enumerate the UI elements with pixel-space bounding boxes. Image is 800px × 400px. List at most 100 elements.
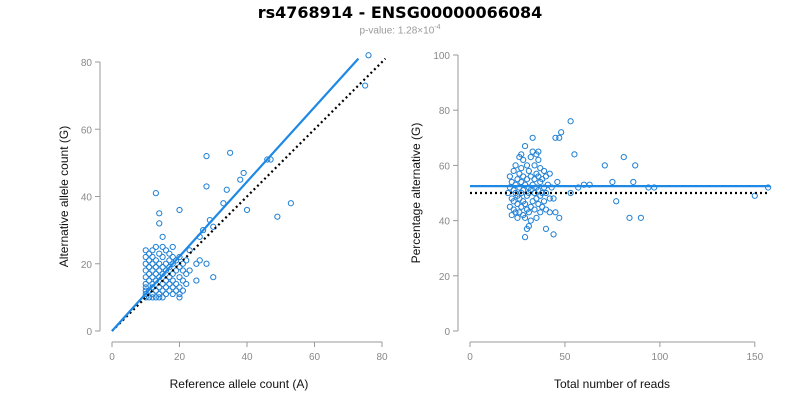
data-point xyxy=(169,277,176,284)
data-point xyxy=(601,162,608,169)
data-point xyxy=(146,264,153,271)
data-point xyxy=(146,257,153,264)
y-tick-label: 80 xyxy=(81,58,93,69)
data-point xyxy=(142,247,149,254)
data-point xyxy=(183,280,190,288)
x-axis-label: Total number of reads xyxy=(554,377,670,391)
percentage-alternative-scatter: 0 20 40 60 80 100 0 50 100 150 Total number of rea… xyxy=(409,51,772,391)
data-point xyxy=(142,284,149,291)
x-tick-label: 150 xyxy=(746,352,763,363)
data-point xyxy=(169,243,176,251)
data-point xyxy=(626,214,633,221)
data-point xyxy=(176,253,183,261)
data-point xyxy=(518,165,525,172)
data-point xyxy=(546,209,553,216)
data-point xyxy=(149,267,156,274)
data-point xyxy=(159,243,166,251)
data-point xyxy=(556,214,563,221)
y-axis-label: Alternative allele count (G) xyxy=(57,126,71,267)
data-point xyxy=(546,195,553,202)
y-tick-label: 80 xyxy=(439,106,451,117)
data-point xyxy=(556,134,563,141)
data-point xyxy=(552,209,559,216)
data-point xyxy=(510,167,517,175)
x-axis-label: Reference allele count (A) xyxy=(170,377,309,391)
data-point xyxy=(620,154,627,161)
y-tick-label: 100 xyxy=(433,51,450,62)
data-point xyxy=(521,142,529,150)
data-point xyxy=(609,178,616,186)
data-point xyxy=(542,225,550,232)
data-point xyxy=(186,267,193,274)
data-point xyxy=(142,274,149,281)
data-point xyxy=(176,294,183,301)
data-point xyxy=(156,220,163,227)
data-point xyxy=(274,213,281,220)
data-point xyxy=(193,277,200,284)
data-point xyxy=(567,189,574,197)
data-point xyxy=(514,214,521,221)
data-point xyxy=(162,247,170,254)
y-tick-label: 20 xyxy=(439,272,451,283)
data-point xyxy=(203,153,210,160)
data-point xyxy=(169,253,176,261)
allele-count-scatter: 0 20 40 60 80 0 20 40 60 80 Reference allele count… xyxy=(57,52,388,391)
data-point xyxy=(571,151,578,158)
data-point xyxy=(156,290,163,298)
data-point xyxy=(520,187,527,194)
data-point xyxy=(751,192,758,199)
data-point xyxy=(512,209,519,216)
data-point xyxy=(179,277,186,284)
data-point xyxy=(149,294,156,301)
data-point xyxy=(237,176,244,183)
data-point xyxy=(152,294,159,301)
data-point xyxy=(146,277,153,284)
data-point xyxy=(527,154,534,161)
data-point xyxy=(365,52,372,59)
data-point xyxy=(173,280,180,288)
data-point xyxy=(162,284,170,291)
data-point xyxy=(159,294,166,301)
data-point xyxy=(523,162,531,169)
data-point xyxy=(558,129,565,136)
data-point xyxy=(542,189,550,197)
data-point xyxy=(200,227,207,234)
data-point xyxy=(554,178,561,186)
data-point xyxy=(521,234,529,241)
data-point xyxy=(159,233,166,240)
data-point xyxy=(196,257,203,264)
data-point xyxy=(535,148,542,155)
data-point xyxy=(548,184,555,191)
data-point xyxy=(159,264,166,271)
data-point xyxy=(651,184,658,191)
y-tick-label: 60 xyxy=(81,125,93,136)
data-point xyxy=(179,267,186,274)
data-point xyxy=(203,260,210,267)
data-point xyxy=(149,260,156,267)
y-tick-label: 0 xyxy=(444,327,450,338)
data-point xyxy=(152,190,159,197)
data-point xyxy=(166,264,173,271)
data-point xyxy=(540,198,548,205)
data-point xyxy=(162,290,170,298)
data-point xyxy=(169,290,176,298)
y-axis-label: Percentage alternative (G) xyxy=(409,123,423,264)
data-point xyxy=(506,173,513,180)
data-point xyxy=(632,162,639,169)
data-point xyxy=(362,82,369,89)
data-point xyxy=(173,287,180,294)
data-point xyxy=(220,200,227,207)
data-point xyxy=(521,214,529,221)
data-point xyxy=(166,280,173,288)
data-point xyxy=(537,209,544,216)
y-tick-label: 60 xyxy=(439,161,451,172)
data-point xyxy=(156,294,163,301)
data-point xyxy=(156,210,163,217)
data-point xyxy=(525,167,532,175)
data-point xyxy=(531,162,538,169)
data-point xyxy=(550,231,557,238)
data-point xyxy=(586,181,593,188)
data-point xyxy=(169,284,176,291)
data-point xyxy=(575,184,582,191)
p-value-text: p-value: 1.28×10 xyxy=(359,25,435,37)
